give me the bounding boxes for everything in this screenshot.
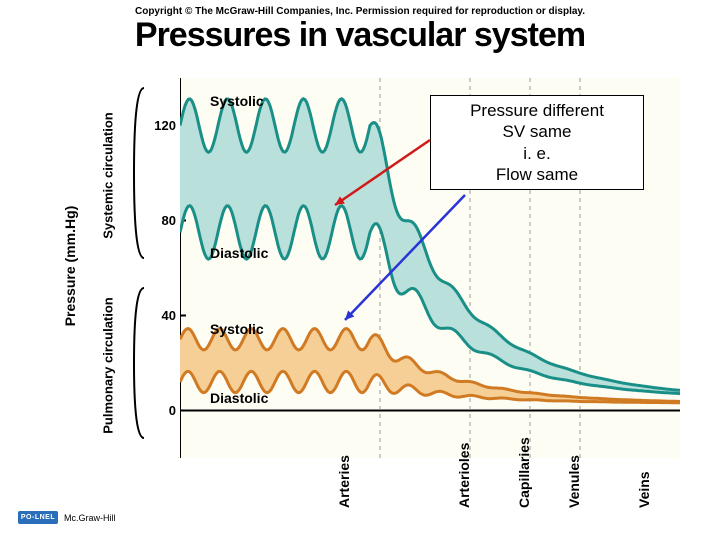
- x-category-label: Venules: [566, 455, 582, 508]
- callout-line: i. e.: [437, 143, 637, 164]
- footer-credit: Mc.Graw-Hill: [64, 513, 116, 523]
- footer: PO-LNEL Mc.Graw-Hill: [18, 511, 116, 524]
- slide: Copyright © The McGraw-Hill Companies, I…: [0, 0, 720, 540]
- x-category-label: Veins: [636, 471, 652, 508]
- y-sublabel-systemic: Systemic circulation: [101, 106, 116, 246]
- y-tick-label: 40: [152, 308, 176, 323]
- y-tick-label: 120: [152, 118, 176, 133]
- y-tick-label: 80: [152, 213, 176, 228]
- brand-logo-icon: PO-LNEL: [18, 511, 58, 524]
- callout-line: Flow same: [437, 164, 637, 185]
- y-bracket-icon: [130, 78, 150, 458]
- x-category-label: Arteries: [336, 455, 352, 508]
- x-category-label: Arterioles: [456, 443, 472, 508]
- x-category-label: Capillaries: [516, 437, 532, 508]
- series-label: Systolic: [210, 93, 264, 109]
- series-label: Diastolic: [210, 245, 268, 261]
- y-tick-label: 0: [152, 403, 176, 418]
- callout-line: Pressure different: [437, 100, 637, 121]
- y-sublabel-pulmonary: Pulmonary circulation: [101, 296, 116, 436]
- y-axis-label: Pressure (mm.Hg): [62, 166, 78, 366]
- series-label: Diastolic: [210, 390, 268, 406]
- callout-line: SV same: [437, 121, 637, 142]
- slide-title: Pressures in vascular system: [0, 16, 720, 55]
- annotation-callout: Pressure different SV same i. e. Flow sa…: [430, 95, 644, 190]
- series-label: Systolic: [210, 321, 264, 337]
